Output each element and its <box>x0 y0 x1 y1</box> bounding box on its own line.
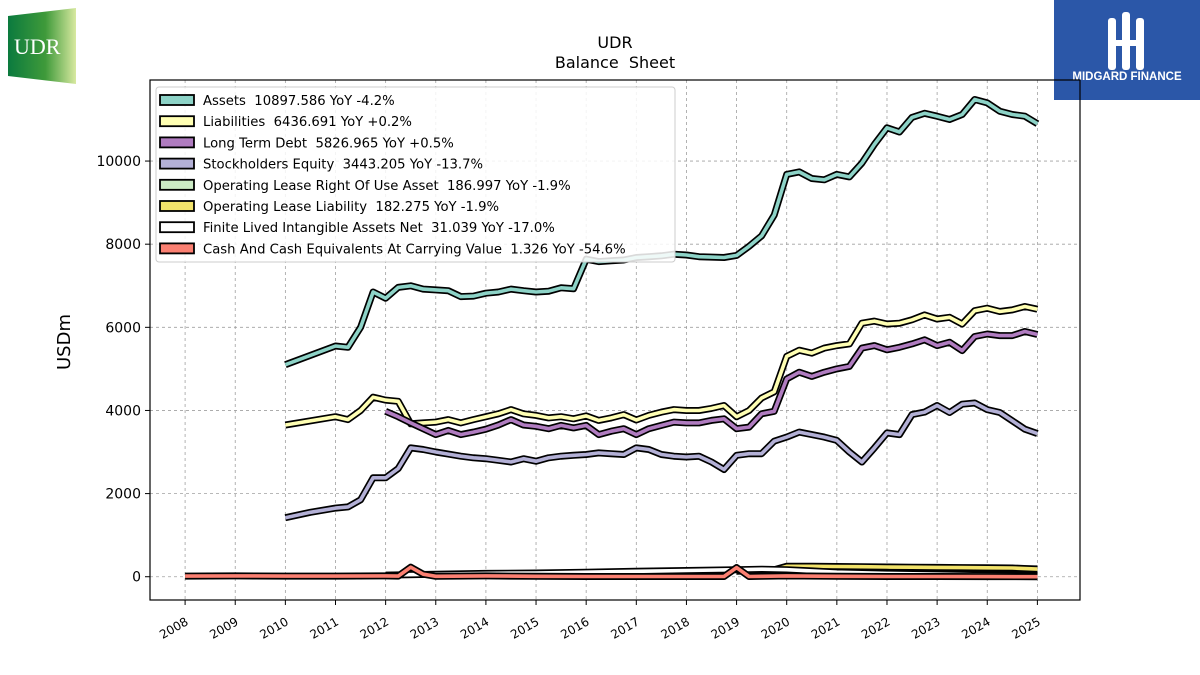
x-tick-label: 2021 <box>809 614 842 641</box>
midgard-logo-text: MIDGARD FINANCE <box>1072 71 1182 83</box>
x-tick-label: 2023 <box>909 614 942 641</box>
x-tick-label: 2015 <box>508 614 541 641</box>
chart-subtitle: Balance Sheet <box>555 53 675 72</box>
y-tick-label: 6000 <box>105 320 141 336</box>
x-tick-label: 2022 <box>859 614 892 641</box>
grid <box>150 80 1080 600</box>
series-line-1 <box>284 97 1039 367</box>
plot-frame <box>149 79 1081 601</box>
legend-entry: Assets 10897.586 YoY -4.2% <box>203 94 395 109</box>
legend-swatch <box>159 157 195 170</box>
legend-swatch <box>159 242 195 255</box>
x-tick-label: 2010 <box>257 614 290 641</box>
legend-swatch <box>159 94 195 106</box>
x-tick-label: 2025 <box>1009 614 1042 641</box>
udr-logo-text: UDR <box>14 34 61 59</box>
x-tick-label: 2018 <box>658 614 691 641</box>
x-tick-label: 2012 <box>358 614 391 641</box>
legend-swatch <box>159 115 195 128</box>
x-tick-label: 2009 <box>207 614 240 641</box>
legend: Assets 10897.586 YoY -4.2% Liabilities 64… <box>155 86 676 263</box>
legend-entry: Cash And Cash Equivalents At Carrying Va… <box>203 242 626 257</box>
x-tick-label: 2017 <box>608 614 641 641</box>
legend-swatch <box>159 136 195 149</box>
x-tick-label: 2011 <box>308 614 341 641</box>
x-tick-label: 2019 <box>709 614 742 641</box>
x-tick-label: 2024 <box>959 614 992 641</box>
legend-entry: Operating Lease Liability 182.275 YoY -1… <box>203 200 499 215</box>
series-lines <box>185 96 1040 581</box>
legend-box <box>155 86 676 263</box>
x-tick-label: 2013 <box>408 614 441 641</box>
x-axis: 2008 2009 2010 2011 2012 2013 2014 2015 2016 2017… <box>157 600 1043 642</box>
midgard-finance-logo: MIDGARD FINANCE <box>1054 0 1200 100</box>
y-tick-label: 2000 <box>105 487 141 503</box>
y-tick-label: 4000 <box>105 403 141 419</box>
legend-entry: Long Term Debt 5826.965 YoY +0.5% <box>203 136 454 151</box>
y-axis: 0 2000 4000 6000 8000 10000 <box>96 154 150 586</box>
legend-swatch <box>159 221 195 234</box>
legend-swatch <box>159 200 195 212</box>
series-line-2 <box>285 304 1038 427</box>
legend-entry: Operating Lease Right Of Use Asset 186.9… <box>203 179 571 194</box>
legend-entry: Liabilities 6436.691 YoY +0.2% <box>203 115 412 130</box>
y-tick-label: 8000 <box>105 237 141 253</box>
y-axis-label: USDm <box>54 314 75 370</box>
x-tick-label: 2014 <box>458 614 491 641</box>
legend-entry: Stockholders Equity 3443.205 YoY -13.7% <box>203 158 483 173</box>
x-tick-label: 2020 <box>759 614 792 641</box>
series-line-8 <box>185 565 1038 579</box>
x-tick-label: 2016 <box>558 614 591 641</box>
series-line-outline <box>284 303 1039 429</box>
x-tick-label: 2008 <box>157 614 190 641</box>
legend-entry: Finite Lived Intangible Assets Net 31.03… <box>203 221 555 236</box>
y-tick-label: 0 <box>132 570 141 586</box>
series-line-4 <box>285 401 1038 520</box>
midgard-emblem-icon <box>1108 12 1144 70</box>
y-tick-label: 10000 <box>96 154 141 170</box>
udr-logo: UDR <box>8 8 76 84</box>
chart-title: UDR <box>597 33 632 52</box>
legend-swatch <box>159 178 195 191</box>
series-line-3 <box>384 329 1038 437</box>
